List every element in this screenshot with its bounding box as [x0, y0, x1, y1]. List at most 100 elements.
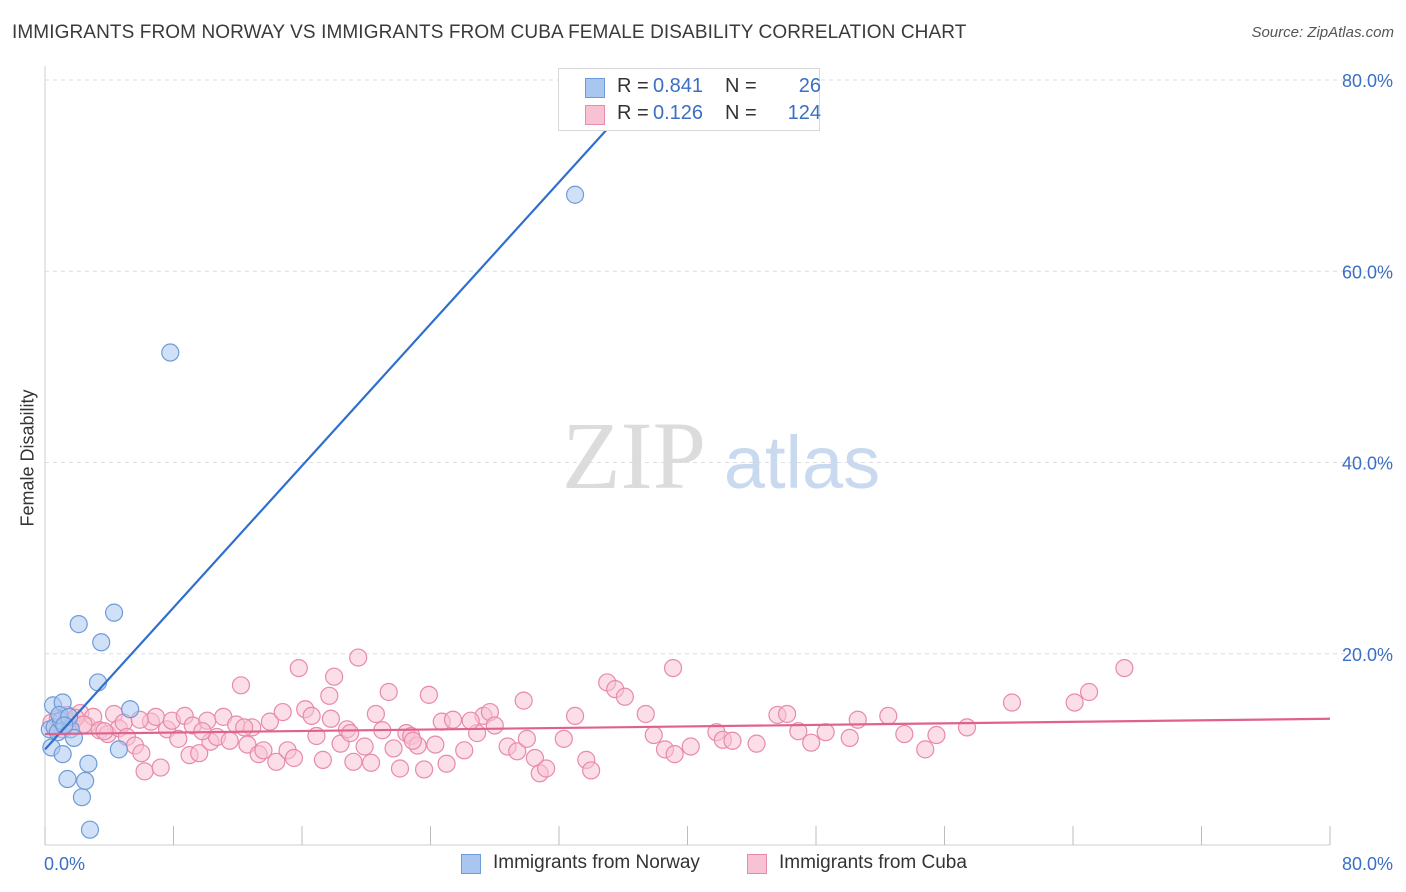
point-cuba — [514, 691, 533, 710]
legend-swatch-norway — [461, 854, 481, 874]
trend-lines — [44, 84, 1331, 751]
point-cuba — [384, 739, 403, 758]
tick-labels: 20.0% 40.0% 60.0% 80.0% 0.0% 80.0% — [44, 71, 1393, 874]
point-cuba — [313, 750, 332, 769]
point-norway — [76, 771, 95, 791]
trend-line-norway — [44, 84, 649, 751]
point-cuba — [1115, 658, 1134, 678]
y-tick-label: 20.0% — [1342, 645, 1393, 665]
point-cuba — [366, 704, 385, 724]
point-cuba — [267, 752, 286, 771]
point-cuba — [284, 748, 304, 768]
point-norway — [79, 754, 98, 773]
point-norway — [80, 820, 100, 839]
point-cuba — [644, 725, 663, 745]
legend-n-value: 124 — [787, 102, 821, 124]
watermark-atlas: atlas — [724, 421, 880, 504]
point-cuba — [169, 729, 188, 748]
legend-swatch-cuba — [585, 105, 605, 125]
point-cuba — [341, 724, 360, 743]
point-cuba — [747, 734, 766, 753]
point-cuba — [151, 758, 170, 777]
point-cuba — [916, 740, 935, 759]
legend-r-label: R = — [617, 102, 649, 124]
y-tick-label: 40.0% — [1342, 454, 1393, 474]
legend-r-value: 0.126 — [653, 102, 704, 124]
point-cuba — [957, 718, 977, 737]
chart-title: IMMIGRANTS FROM NORWAY VS IMMIGRANTS FRO… — [12, 22, 967, 43]
point-norway — [104, 603, 124, 622]
point-cuba — [636, 704, 655, 724]
point-cuba — [443, 710, 463, 729]
point-cuba — [1065, 693, 1084, 712]
x-tick-label: 0.0% — [44, 854, 85, 874]
point-cuba — [302, 706, 321, 726]
point-cuba — [260, 712, 279, 731]
y-tick-label: 60.0% — [1342, 262, 1393, 282]
axes — [44, 66, 1331, 846]
point-norway — [58, 769, 77, 789]
point-cuba — [414, 760, 434, 779]
point-norway — [565, 185, 585, 204]
point-cuba — [927, 725, 946, 745]
point-cuba — [349, 648, 368, 667]
point-norway — [121, 700, 140, 719]
point-cuba — [816, 723, 835, 742]
point-cuba — [461, 711, 480, 730]
legend-label-norway: Immigrants from Norway — [493, 852, 700, 873]
x-tick-label: 80.0% — [1342, 854, 1393, 874]
point-cuba — [289, 658, 308, 678]
point-cuba — [379, 682, 398, 702]
point-norway — [53, 745, 72, 764]
point-cuba — [95, 722, 114, 741]
legend-swatch-cuba — [747, 854, 767, 874]
point-cuba — [132, 744, 151, 763]
point-cuba — [325, 667, 344, 686]
watermark: ZIP atlas — [562, 402, 880, 509]
point-cuba — [582, 761, 601, 780]
point-cuba — [361, 753, 381, 772]
data-points — [40, 185, 1134, 839]
point-cuba — [879, 706, 898, 726]
point-cuba — [537, 759, 556, 778]
point-norway — [72, 788, 92, 807]
y-tick-label: 80.0% — [1342, 71, 1393, 91]
legend-n-value: 26 — [798, 75, 821, 97]
point-cuba — [231, 676, 251, 695]
point-cuba — [390, 759, 410, 778]
point-norway — [69, 615, 88, 634]
point-cuba — [135, 762, 154, 781]
gridlines — [45, 79, 1392, 655]
point-cuba — [190, 744, 209, 763]
point-cuba — [565, 706, 585, 726]
legend-swatch-norway — [585, 78, 605, 98]
point-norway — [161, 343, 180, 362]
point-cuba — [895, 724, 914, 744]
point-norway — [109, 740, 128, 759]
point-cuba — [355, 737, 374, 756]
point-cuba — [254, 741, 273, 760]
point-cuba — [517, 729, 536, 748]
source-label: Source: ZipAtlas.com — [1251, 24, 1394, 41]
point-cuba — [455, 741, 474, 760]
point-cuba — [419, 685, 438, 704]
point-cuba — [615, 687, 634, 706]
legend-n-label: N = — [725, 102, 757, 124]
legend-r-label: R = — [617, 75, 649, 97]
point-cuba — [235, 718, 254, 737]
point-norway — [55, 716, 74, 735]
point-cuba — [840, 728, 859, 748]
stats-legend: R = 0.841 N = 26 R = 0.126 N = 124 — [558, 68, 821, 131]
point-cuba — [848, 710, 867, 729]
trend-line-cuba — [44, 717, 1331, 736]
point-cuba — [802, 733, 821, 752]
point-cuba — [554, 729, 573, 748]
point-cuba — [1079, 682, 1099, 702]
point-cuba — [344, 752, 363, 771]
point-cuba — [789, 722, 808, 741]
point-cuba — [1002, 693, 1022, 712]
point-cuba — [508, 742, 527, 761]
legend-n-label: N = — [725, 75, 757, 97]
point-cuba — [723, 731, 742, 750]
